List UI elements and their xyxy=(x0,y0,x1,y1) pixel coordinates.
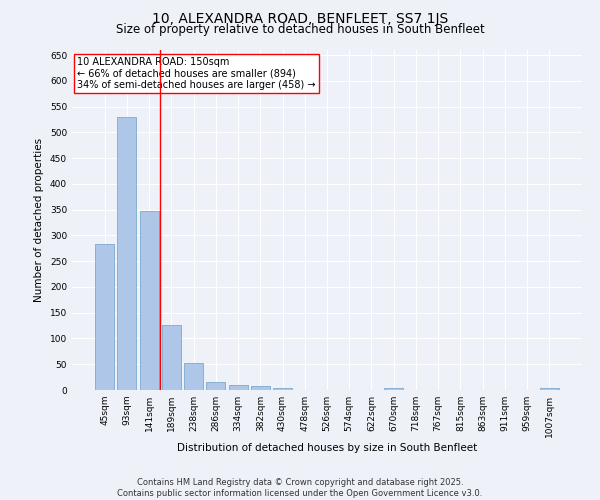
Bar xyxy=(118,117,136,390)
Bar xyxy=(95,244,114,390)
Text: Contains HM Land Registry data © Crown copyright and database right 2025.
Contai: Contains HM Land Registry data © Crown c… xyxy=(118,478,482,498)
Bar xyxy=(162,325,181,390)
Bar xyxy=(184,363,203,390)
Bar xyxy=(229,385,248,390)
Bar xyxy=(206,382,225,390)
Text: 10, ALEXANDRA ROAD, BENFLEET, SS7 1JS: 10, ALEXANDRA ROAD, BENFLEET, SS7 1JS xyxy=(152,12,448,26)
Bar xyxy=(140,210,158,390)
Text: 10 ALEXANDRA ROAD: 150sqm
← 66% of detached houses are smaller (894)
34% of semi: 10 ALEXANDRA ROAD: 150sqm ← 66% of detac… xyxy=(77,57,316,90)
Bar xyxy=(540,388,559,390)
Bar xyxy=(384,388,403,390)
Bar xyxy=(273,388,292,390)
Text: Size of property relative to detached houses in South Benfleet: Size of property relative to detached ho… xyxy=(116,22,484,36)
Bar xyxy=(251,386,270,390)
X-axis label: Distribution of detached houses by size in South Benfleet: Distribution of detached houses by size … xyxy=(177,442,477,452)
Y-axis label: Number of detached properties: Number of detached properties xyxy=(34,138,44,302)
